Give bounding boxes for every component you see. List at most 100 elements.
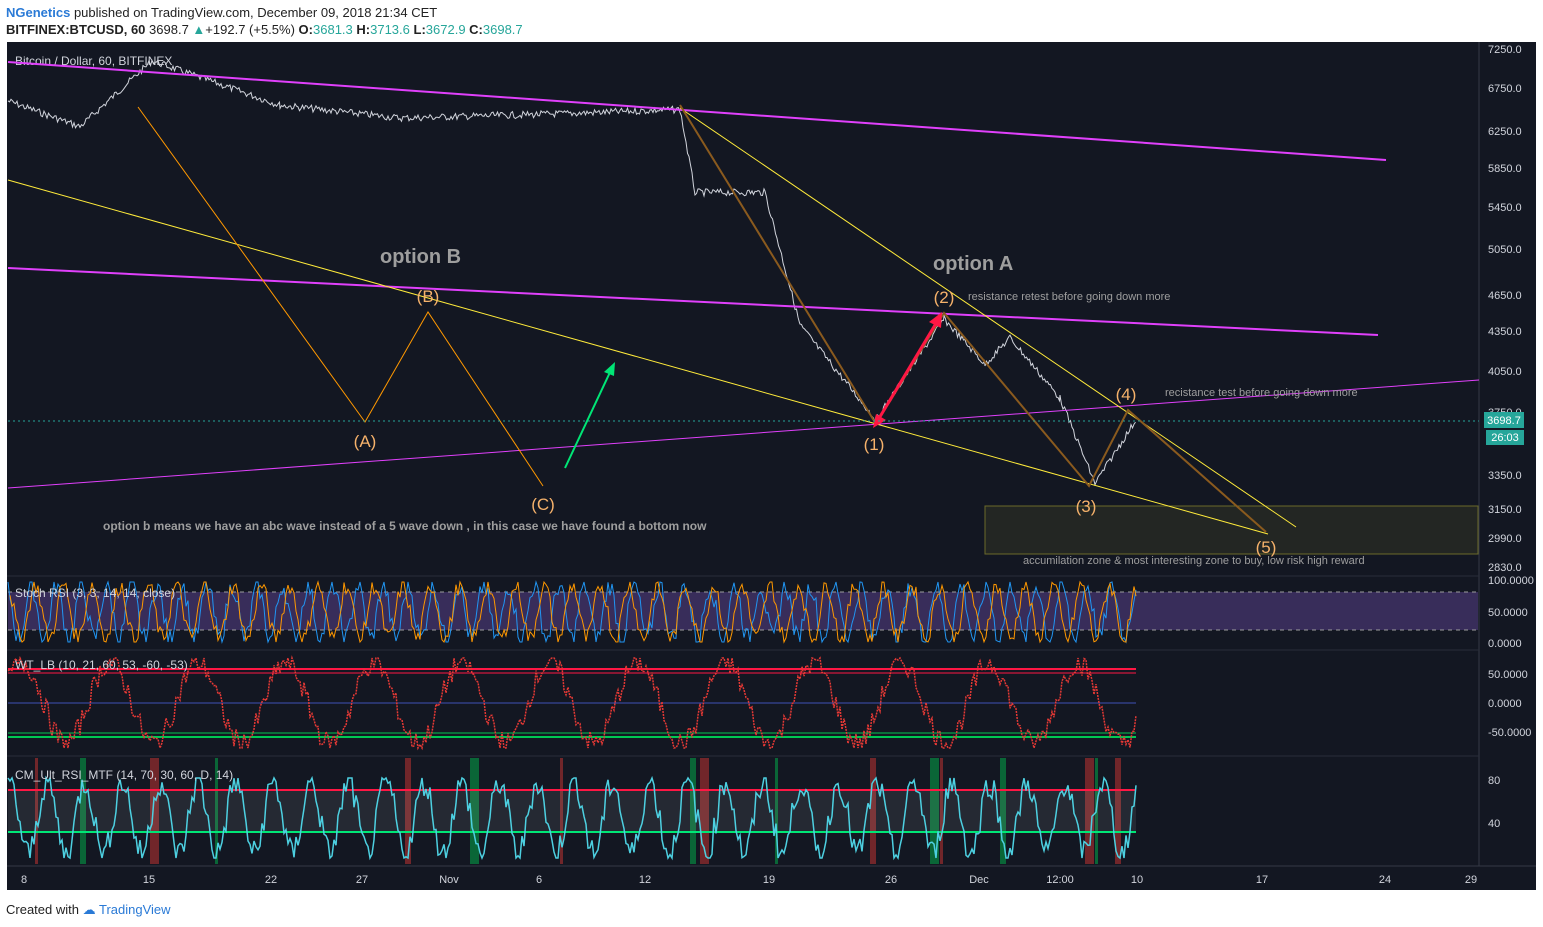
rsi-signal-bar	[1000, 758, 1006, 864]
lower-support-line[interactable]	[7, 379, 1480, 489]
last-price: 3698.7	[149, 22, 189, 37]
rsi-signal-bar	[930, 758, 939, 864]
wt-lb-title: WT_LB (10, 21, 60, 53, -60, -53)	[15, 658, 188, 672]
low-value: 3672.9	[425, 22, 466, 37]
close-value: 3698.7	[482, 22, 523, 37]
rsi-signal-bar	[1085, 758, 1094, 864]
green-arrow-head-icon	[604, 362, 615, 376]
time-tick-label: 8	[21, 874, 27, 886]
tradingview-link[interactable]: TradingView	[99, 902, 171, 917]
resistance-retest-note[interactable]: resistance retest before going down more	[968, 291, 1170, 303]
price-tick-label: 5850.0	[1488, 163, 1522, 175]
change-arrow-icon: ▲	[192, 22, 206, 37]
rsi-signal-bar	[405, 758, 411, 864]
countdown-text: 26:03	[1491, 432, 1519, 444]
time-tick-label: Dec	[969, 874, 989, 886]
rsi-signal-bars	[35, 758, 1121, 864]
wave-2-label[interactable]: (2)	[934, 288, 955, 307]
rsi-signal-bar	[690, 758, 696, 864]
accumulation-zone[interactable]	[984, 505, 1479, 555]
wave-5-label[interactable]: (5)	[1256, 538, 1277, 557]
rsi-tick-80: 80	[1488, 775, 1500, 787]
time-axis-ticks: 8 15 22 27 Nov 6 12 19 26 Dec 12:00 10 17 24 29	[21, 874, 1477, 886]
time-tick-label: 19	[763, 874, 775, 886]
wt-lb-pane[interactable]: WT_LB (10, 21, 60, 53, -60, -53) 50.0000…	[7, 655, 1531, 751]
stoch-rsi-title: Stoch RSI (3, 3, 14, 14, close)	[15, 586, 175, 600]
rsi-line	[7, 775, 1137, 861]
wave-b-label[interactable]: (B)	[417, 287, 440, 306]
high-value: 3713.6	[370, 22, 410, 37]
red-arrow-head-up-icon	[929, 312, 942, 328]
rsi-signal-bar	[700, 758, 709, 864]
symbol-label: BITFINEX:BTCUSD, 60	[6, 22, 146, 37]
price-tick-label: 5050.0	[1488, 244, 1522, 256]
price-tick-label: 7250.0	[1488, 44, 1522, 56]
time-tick-label: 29	[1465, 874, 1477, 886]
time-tick-label: 27	[356, 874, 368, 886]
cm-rsi-pane[interactable]: CM_Ult_RSI_MTF (14, 70, 30, 60, D, 14) 8…	[7, 758, 1500, 864]
rsi-signal-bar	[940, 758, 943, 864]
wedge-upper-line[interactable]	[679, 107, 1297, 528]
rsi-signal-bar	[80, 758, 86, 864]
wave-3-label[interactable]: (3)	[1076, 497, 1097, 516]
red-arrow-line	[876, 319, 940, 421]
option-b-label[interactable]: option B	[380, 246, 461, 268]
rsi-signal-bar	[470, 758, 479, 864]
accumulation-note[interactable]: accumilation zone & most interesting zon…	[1023, 555, 1365, 567]
author-link[interactable]: NGenetics	[6, 5, 71, 20]
time-tick-label: 17	[1256, 874, 1268, 886]
time-tick-label: 26	[885, 874, 897, 886]
footer: Created with ☁ TradingView	[6, 902, 171, 918]
publish-info: published on TradingView.com, December 0…	[73, 5, 438, 20]
upper-resistance-line[interactable]	[7, 61, 1387, 161]
wave-4-label[interactable]: (4)	[1116, 385, 1137, 404]
price-tick-label: 5450.0	[1488, 202, 1522, 214]
time-tick-label: 24	[1379, 874, 1391, 886]
stoch-tick-100: 100.0000	[1488, 575, 1534, 587]
price-tick-label: 4650.0	[1488, 290, 1522, 302]
price-tick-label: 4050.0	[1488, 366, 1522, 378]
low-label: L:	[413, 22, 426, 37]
rsi-band	[8, 790, 1136, 832]
rsi-tick-40: 40	[1488, 818, 1500, 830]
rsi-signal-bar	[560, 758, 563, 864]
time-tick-label: 15	[143, 874, 155, 886]
mid-resistance-line[interactable]	[7, 267, 1379, 336]
stoch-d-line	[9, 580, 1137, 644]
publish-line: NGenetics published on TradingView.com, …	[6, 4, 523, 21]
close-label: C:	[469, 22, 483, 37]
option-b-abc-path[interactable]	[137, 106, 544, 487]
tradingview-logo-icon: ☁	[82, 902, 96, 917]
open-label: O:	[298, 22, 313, 37]
open-value: 3681.3	[313, 22, 353, 37]
time-tick-label: Nov	[439, 874, 459, 886]
price-tick-label: 3350.0	[1488, 470, 1522, 482]
wedge-lower-line[interactable]	[7, 179, 1269, 535]
stoch-tick-50: 50.0000	[1488, 607, 1528, 619]
price-tick-label: 6250.0	[1488, 126, 1522, 138]
wave-c-label[interactable]: (C)	[531, 495, 555, 514]
resistance-test-note[interactable]: recistance test before going down more	[1165, 387, 1358, 399]
wave-a-label[interactable]: (A)	[354, 432, 377, 451]
option-a-label[interactable]: option A	[933, 253, 1013, 275]
current-price-text: 3698.7	[1487, 415, 1521, 427]
option-a-wave-path[interactable]	[679, 104, 1267, 533]
time-tick-label: 22	[265, 874, 277, 886]
rsi-signal-bar	[35, 758, 38, 864]
stoch-rsi-pane[interactable]: Stoch RSI (3, 3, 14, 14, close) 100.0000…	[7, 575, 1534, 650]
rsi-signal-bar	[775, 758, 778, 864]
rsi-signal-bar	[870, 758, 876, 864]
rsi-signal-bar	[1115, 758, 1121, 864]
created-with-label: Created with	[6, 902, 79, 917]
time-tick-label: 10	[1131, 874, 1143, 886]
wt-tick-50: 50.0000	[1488, 669, 1528, 681]
cm-rsi-title: CM_Ult_RSI_MTF (14, 70, 30, 60, D, 14)	[15, 768, 233, 782]
price-tick-label: 2830.0	[1488, 562, 1522, 574]
price-tick-label: 6750.0	[1488, 83, 1522, 95]
option-b-note[interactable]: option b means we have an abc wave inste…	[103, 519, 707, 533]
stoch-k-line	[7, 580, 1137, 644]
wave-1-label[interactable]: (1)	[864, 435, 885, 454]
stoch-tick-0: 0.0000	[1488, 638, 1522, 650]
main-price-pane[interactable]: Bitcoin / Dollar, 60, BITFINEX 7250.0675…	[7, 44, 1524, 886]
